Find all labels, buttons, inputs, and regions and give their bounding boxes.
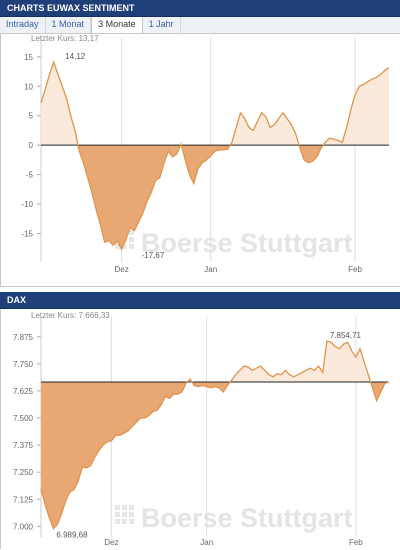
y-tick-label: 7.625	[13, 387, 34, 396]
watermark-logo-dot	[122, 244, 127, 249]
x-tick-label: Jan	[204, 265, 217, 274]
y-tick-label: 7.250	[13, 468, 34, 477]
tab-3-monate[interactable]: 3 Monate	[91, 17, 143, 33]
point-annotation: 7.854,71	[330, 331, 362, 340]
x-tick-label: Dez	[115, 265, 129, 274]
y-tick-label: -10	[21, 200, 33, 209]
area-below-baseline	[41, 381, 389, 529]
watermark-text: Boerse Stuttgart	[141, 228, 353, 258]
x-tick-label: Jan	[200, 538, 213, 547]
watermark-logo-dot	[129, 237, 134, 242]
y-tick-label: 7.875	[13, 333, 34, 342]
watermark-logo-dot	[115, 505, 120, 510]
watermark-logo-dot	[129, 519, 134, 524]
last-value-label: Letzter Kurs: 7.666,33	[31, 311, 110, 320]
watermark-logo-dot	[129, 512, 134, 517]
watermark-logo-dot	[122, 505, 127, 510]
y-tick-label: 7.000	[13, 522, 34, 531]
y-tick-label: 7.500	[13, 414, 34, 423]
watermark-logo-dot	[115, 519, 120, 524]
watermark-logo-dot	[129, 505, 134, 510]
dax-chart: Boerse Stuttgart Dez Jan Feb 7.875 7.750 7.625…	[0, 309, 400, 549]
y-tick-label: 15	[24, 53, 33, 62]
tab-1-monat[interactable]: 1 Monat	[46, 17, 92, 33]
area-below-baseline	[41, 145, 389, 250]
x-tick-label: Dez	[104, 538, 118, 547]
watermark-logo-dot	[129, 244, 134, 249]
watermark-logo-dot	[129, 230, 134, 235]
watermark-logo-dot	[122, 512, 127, 517]
y-tick-label: 5	[29, 112, 34, 121]
euwax-chart: Boerse Stuttgart Dez Jan Feb 15 10 5 0 -5 -10 -15 1…	[0, 34, 400, 287]
y-tick-label: 10	[24, 82, 33, 91]
y-tick-label: 0	[29, 141, 34, 150]
y-tick-label: 7.375	[13, 441, 34, 450]
y-tick-label: -5	[26, 171, 34, 180]
x-tick-label: Feb	[349, 538, 363, 547]
series-line	[40, 59, 390, 251]
area-above-baseline	[187, 341, 371, 382]
dax-chart-svg: Boerse Stuttgart Dez Jan Feb 7.875 7.750 7.625…	[13, 311, 390, 547]
y-tick-label: 7.125	[13, 495, 34, 504]
y-tick-label: -15	[21, 230, 33, 239]
point-annotation: 6.989,68	[56, 531, 88, 540]
watermark-logo-dot	[122, 519, 127, 524]
watermark-logo-dot	[115, 244, 120, 249]
point-annotation: 14,12	[65, 52, 86, 61]
point-annotation: -17,67	[142, 251, 165, 260]
last-value-label: Letzter Kurs: 13,17	[31, 34, 99, 43]
euwax-panel: CHARTS EUWAX SENTIMENT Intraday 1 Monat …	[0, 0, 400, 287]
timeframe-tabs: Intraday 1 Monat 3 Monate 1 Jahr	[0, 17, 400, 34]
dax-title: DAX	[0, 292, 400, 309]
x-tick-label: Feb	[348, 265, 362, 274]
series-line	[40, 340, 390, 530]
watermark-text: Boerse Stuttgart	[141, 503, 353, 533]
euwax-chart-svg: Boerse Stuttgart Dez Jan Feb 15 10 5 0 -5 -10 -15 1…	[21, 34, 390, 274]
tab-intraday[interactable]: Intraday	[0, 17, 46, 33]
tab-1-jahr[interactable]: 1 Jahr	[143, 17, 181, 33]
euwax-title: CHARTS EUWAX SENTIMENT	[0, 0, 400, 17]
y-tick-label: 7.750	[13, 360, 34, 369]
dax-panel: DAX Boerse Stuttgart Dez Jan Feb 7.875 7.750 7…	[0, 292, 400, 550]
watermark-logo-dot	[115, 512, 120, 517]
